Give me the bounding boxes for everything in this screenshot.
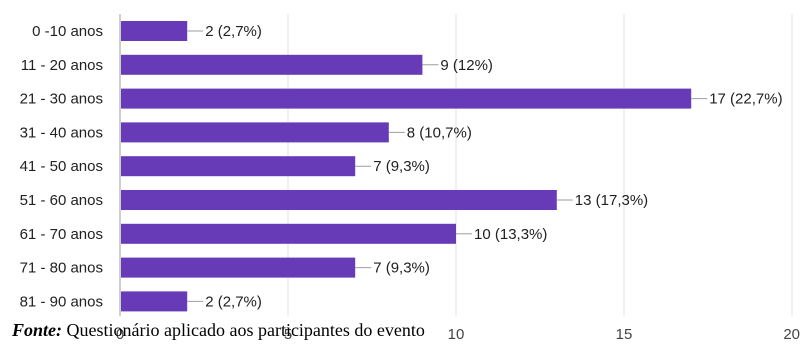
x-tick-label: 10 [448,326,465,343]
category-label: 61 - 70 anos [20,226,103,243]
source-caption: Fonte: Questionário aplicado aos partici… [12,320,425,341]
data-label: 9 (12%) [440,57,493,74]
data-label: 13 (17,3%) [575,192,648,209]
data-label: 10 (13,3%) [474,226,547,243]
bar[interactable] [121,156,356,177]
x-tick-label: 5 [284,326,292,343]
x-tick-label: 0 [116,326,124,343]
category-label: 0 -10 anos [32,23,103,40]
category-label: 31 - 40 anos [20,124,103,141]
data-label: 8 (10,7%) [407,124,472,141]
caption-label: Fonte: [12,320,63,340]
bar[interactable] [121,54,423,75]
category-label: 11 - 20 anos [21,57,103,74]
data-label: 17 (22,7%) [709,91,782,108]
category-label: 21 - 30 anos [20,91,103,108]
bar[interactable] [121,122,389,143]
category-label: 51 - 60 anos [20,192,103,209]
x-tick-label: 20 [783,326,800,343]
category-label: 81 - 90 anos [20,293,103,310]
category-label: 41 - 50 anos [20,158,103,175]
bar[interactable] [121,190,557,210]
data-label: 7 (9,3%) [373,260,430,277]
bar[interactable] [121,88,692,109]
caption-text: Questionário aplicado aos participantes … [62,320,425,340]
bar[interactable] [121,21,188,41]
bar[interactable] [121,257,356,278]
bar[interactable] [121,223,456,244]
data-label: 2 (2,7%) [205,23,262,40]
bar[interactable] [121,291,188,312]
x-tick-label: 15 [616,326,633,343]
data-label: 7 (9,3%) [373,158,430,175]
category-label: 71 - 80 anos [20,260,103,277]
data-label: 2 (2,7%) [205,293,262,310]
